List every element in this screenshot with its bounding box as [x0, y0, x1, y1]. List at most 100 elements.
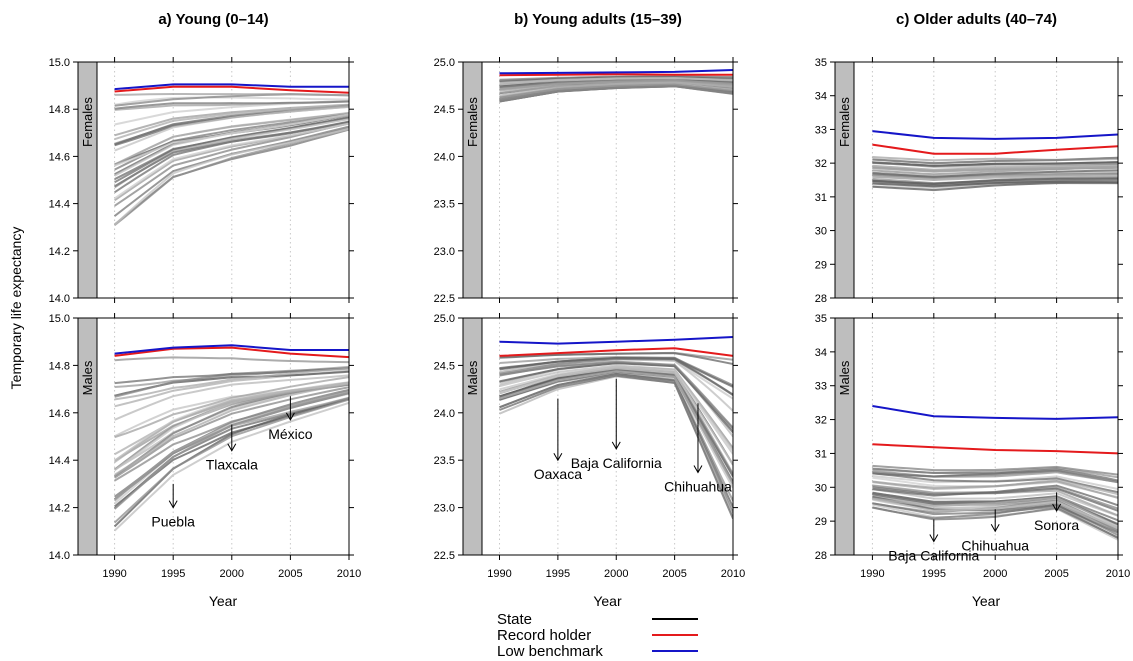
x-tick-label: 2005 [278, 568, 302, 580]
record-holder-line [114, 346, 350, 359]
annotation-label: Oaxaca [534, 466, 582, 482]
panel-title: b) Young adults (15–39) [514, 11, 682, 28]
state-lines [113, 92, 349, 226]
panel-title: a) Young (0–14) [158, 11, 268, 28]
state-line [872, 156, 1118, 165]
y-tick-label: 34 [815, 347, 827, 359]
state-line [872, 172, 1118, 180]
y-tick-label: 14.2 [49, 246, 70, 258]
state-line [114, 376, 349, 439]
sex-label: Females [465, 97, 480, 147]
x-tick-label: 2005 [662, 568, 686, 580]
x-tick-label: 2010 [1106, 568, 1130, 580]
state-line [114, 92, 349, 97]
state-line [114, 112, 349, 166]
panel-2: b) Young adults (15–39) Females 22.5 23.0 23… [434, 11, 746, 609]
panel-title: c) Older adults (40–74) [896, 11, 1057, 28]
annotation-baja-california: Baja California [888, 519, 980, 563]
state-line [872, 491, 1118, 522]
y-tick-label: 35 [815, 57, 827, 69]
y-tick-label: 14.0 [49, 550, 70, 562]
state-line [872, 484, 1118, 507]
sex-strip [834, 61, 855, 299]
state-line [114, 382, 349, 476]
state-line [499, 79, 733, 91]
annotation-label: Sonora [1034, 517, 1079, 533]
subplot-males: Males 14.0 14.2 14.4 14.6 14.8 15.0 Puebla Tlaxc… [49, 313, 354, 562]
sex-label: Females [837, 97, 852, 147]
state-line [499, 367, 733, 466]
y-tick-label: 28 [815, 550, 827, 562]
y-tick-label: 22.5 [434, 550, 455, 562]
sex-label: Males [837, 360, 852, 395]
x-axis-label: Year [593, 593, 622, 609]
x-tick-label: 1990 [860, 568, 884, 580]
y-tick-label: 14.2 [49, 503, 70, 515]
y-tick-label: 29 [815, 259, 827, 271]
low-benchmark-line [114, 83, 349, 91]
record-holder-line [114, 85, 350, 94]
state-line [872, 464, 1118, 476]
y-tick-label: 30 [815, 482, 827, 494]
annotation-baja-california: Baja California [571, 378, 662, 471]
y-tick-label: 14.0 [49, 293, 70, 305]
x-axis-label: Year [972, 593, 1001, 609]
state-line [114, 386, 349, 479]
state-line [114, 106, 349, 152]
low-benchmark-line [114, 344, 349, 355]
state-line [872, 181, 1118, 192]
annotation-arrowhead [553, 452, 563, 462]
state-line [872, 496, 1118, 528]
x-tick-label: 2010 [721, 568, 745, 580]
subplot-females: Females 22.5 23.0 23.5 24.0 24.5 25.0 [434, 57, 738, 305]
state-lines [499, 75, 733, 103]
state-line [114, 113, 349, 167]
state-line [872, 161, 1118, 167]
y-tick-label: 15.0 [49, 57, 70, 69]
sex-label: Females [80, 97, 95, 147]
state-line [114, 367, 349, 401]
y-tick-label: 23.5 [434, 199, 455, 211]
low-benchmark-line [499, 336, 734, 345]
sex-strip [77, 317, 98, 556]
state-line [114, 382, 349, 464]
annotation-arrowhead [929, 534, 939, 543]
subplot-females: Females 14.0 14.2 14.4 14.6 14.8 15.0 [49, 57, 354, 305]
state-line [872, 165, 1118, 172]
legend-label: Low benchmark [497, 643, 603, 660]
y-tick-label: 30 [815, 226, 827, 238]
state-line [872, 472, 1118, 494]
annotation-label: Baja California [888, 547, 979, 563]
state-lines [872, 156, 1118, 192]
state-line [114, 367, 349, 385]
low-benchmark-line [872, 130, 1119, 140]
annotation-puebla: Puebla [151, 483, 195, 530]
state-line [113, 128, 349, 226]
state-line [872, 488, 1118, 517]
y-tick-label: 22.5 [434, 293, 455, 305]
y-tick-label: 25.0 [434, 313, 455, 325]
annotation-arrowhead [285, 412, 295, 421]
annotation-arrowhead [693, 465, 703, 474]
sex-label: Males [80, 360, 95, 395]
state-line [499, 374, 733, 519]
state-line [872, 174, 1118, 181]
low-benchmark-line [499, 69, 734, 75]
state-line [872, 180, 1118, 188]
record-holder-line [872, 143, 1119, 155]
y-tick-label: 32 [815, 158, 827, 170]
state-line [114, 374, 349, 421]
state-line [499, 352, 733, 365]
x-tick-label: 2000 [220, 568, 244, 580]
y-tick-label: 24.5 [434, 104, 455, 116]
state-line [499, 370, 733, 485]
sex-strip [462, 61, 483, 299]
subplot-males: Males 28 29 30 31 32 33 34 35 Baja CaliforniaChih… [815, 313, 1123, 563]
x-tick-label: 1990 [102, 568, 126, 580]
state-line [114, 103, 349, 137]
y-tick-label: 34 [815, 91, 827, 103]
y-tick-label: 32 [815, 415, 827, 427]
y-tick-label: 31 [815, 192, 827, 204]
x-tick-label: 2005 [1044, 568, 1068, 580]
